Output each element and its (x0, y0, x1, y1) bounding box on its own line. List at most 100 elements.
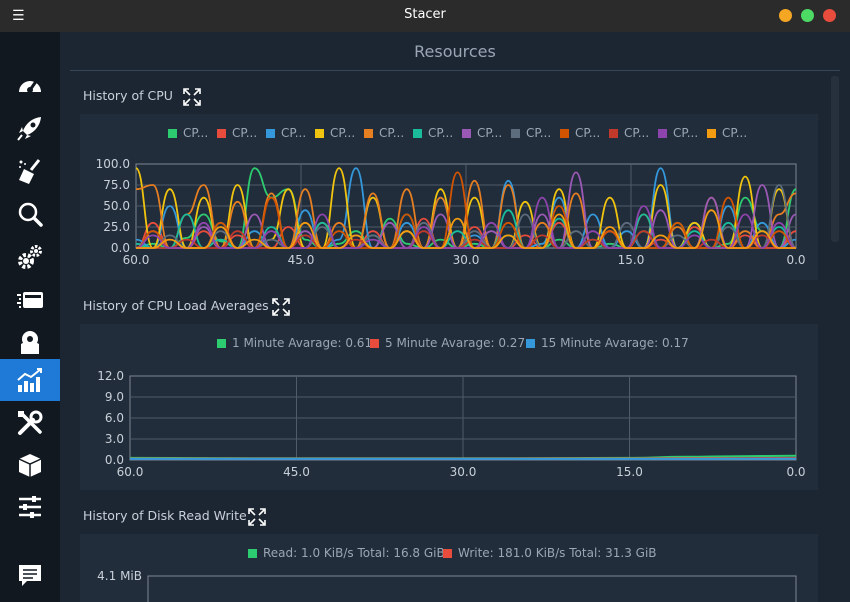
y-tick-label: 50.0 (103, 199, 130, 213)
legend-item[interactable]: CP... (266, 126, 306, 140)
maximize-button[interactable] (801, 9, 814, 22)
legend-label: CP... (183, 126, 209, 140)
legend-label: 15 Minute Avarage: 0.17 (541, 336, 689, 350)
legend-swatch (443, 548, 452, 558)
legend-label: CP... (330, 126, 356, 140)
legend-label: CP... (575, 126, 601, 140)
legend-swatch (609, 128, 618, 138)
chart-icon (17, 368, 42, 392)
legend-label: CP... (673, 126, 699, 140)
legend-item[interactable]: 1 Minute Avarage: 0.61 (217, 336, 372, 350)
close-button[interactable] (823, 9, 836, 22)
x-tick-label: 15.0 (616, 465, 643, 479)
sidebar-item-resources[interactable] (0, 359, 60, 401)
expand-icon[interactable] (272, 298, 290, 316)
legend-item[interactable]: CP... (413, 126, 453, 140)
load-history-label: History of CPU Load Averages (83, 298, 269, 313)
sidebar-item-dashboard[interactable] (0, 64, 60, 106)
legend-item[interactable]: 5 Minute Avarage: 0.27 (370, 336, 525, 350)
title-bar: ☰ Stacer (0, 0, 850, 32)
hamburger-menu-icon[interactable]: ☰ (12, 8, 25, 24)
legend-item[interactable]: Read: 1.0 KiB/s Total: 16.8 GiB (248, 546, 445, 560)
legend-swatch (217, 338, 226, 348)
sidebar-item-startup-apps[interactable] (0, 107, 60, 149)
y-tick-label: 75.0 (103, 178, 130, 192)
legend-swatch (560, 128, 569, 138)
y-tick-label: 4.1 MiB (97, 569, 142, 583)
window-title: Stacer (404, 7, 446, 22)
y-tick-label: 25.0 (103, 220, 130, 234)
legend-swatch (248, 548, 257, 558)
sidebar-item-settings[interactable] (0, 486, 60, 528)
disk-icon (21, 331, 39, 354)
scrollbar-thumb[interactable] (831, 76, 839, 242)
y-tick-label: 9.0 (105, 390, 124, 404)
tools-icon (18, 410, 43, 435)
legend-item[interactable]: 15 Minute Avarage: 0.17 (526, 336, 689, 350)
speedometer-icon (19, 79, 41, 93)
legend-item[interactable]: CP... (315, 126, 355, 140)
minimize-button[interactable] (779, 9, 792, 22)
legend-item[interactable]: Write: 181.0 KiB/s Total: 31.3 GiB (443, 546, 657, 560)
sidebar-item-services[interactable] (0, 236, 60, 278)
processes-icon (17, 292, 43, 308)
legend-swatch (370, 338, 379, 348)
y-tick-label: 100.0 (96, 157, 130, 171)
expand-icon[interactable] (248, 508, 266, 526)
gears-icon (18, 245, 42, 269)
sidebar-item-processes[interactable] (0, 279, 60, 321)
legend-label: CP... (722, 126, 748, 140)
series-line (136, 209, 796, 249)
legend-item[interactable]: CP... (658, 126, 698, 140)
sidebar-item-search[interactable] (0, 193, 60, 235)
cpu-history-chart: CP... CP... CP... CP... CP... CP... CP... CP...… (80, 114, 818, 280)
legend-swatch (526, 338, 535, 348)
legend-item[interactable]: CP... (217, 126, 257, 140)
y-tick-label: 0.0 (105, 453, 124, 467)
broom-icon (19, 159, 41, 184)
legend-label: CP... (477, 126, 503, 140)
sidebar-item-system-cleaner[interactable] (0, 150, 60, 192)
x-tick-label: 30.0 (450, 465, 477, 479)
legend-item[interactable]: CP... (511, 126, 551, 140)
disk-chart-plot: 4.1 MiB (97, 569, 797, 602)
legend-swatch (462, 128, 471, 138)
legend-item[interactable]: CP... (168, 126, 208, 140)
load-history-chart: 1 Minute Avarage: 0.61 5 Minute Avarage: … (80, 324, 818, 490)
box-icon (18, 454, 42, 477)
legend-swatch (658, 128, 667, 138)
legend-item[interactable]: CP... (462, 126, 502, 140)
y-tick-label: 6.0 (105, 411, 124, 425)
legend-label: 1 Minute Avarage: 0.61 (232, 336, 373, 350)
sidebar-item-apt-repository[interactable] (0, 444, 60, 486)
disk-history-label: History of Disk Read Write (83, 508, 247, 523)
expand-icon[interactable] (183, 88, 201, 106)
rocket-icon (17, 117, 41, 141)
legend-swatch (315, 128, 324, 138)
legend-swatch (364, 128, 373, 138)
legend-label: 5 Minute Avarage: 0.27 (385, 336, 526, 350)
title-divider (70, 70, 840, 71)
legend-item[interactable]: CP... (707, 126, 747, 140)
sidebar-item-feedback[interactable] (0, 554, 60, 596)
x-tick-label: 60.0 (123, 253, 150, 267)
x-tick-label: 45.0 (288, 253, 315, 267)
legend-label: CP... (281, 126, 307, 140)
sliders-icon (19, 496, 41, 518)
legend-label: CP... (379, 126, 405, 140)
y-tick-label: 0.0 (111, 241, 130, 255)
legend-swatch (413, 128, 422, 138)
sidebar (0, 32, 60, 602)
chat-icon (19, 565, 41, 586)
sidebar-item-uninstaller[interactable] (0, 322, 60, 364)
plot-frame (147, 575, 797, 602)
x-tick-label: 0.0 (786, 253, 805, 267)
legend-item[interactable]: CP... (560, 126, 600, 140)
sidebar-item-helpers[interactable] (0, 402, 60, 444)
legend-item[interactable]: CP... (609, 126, 649, 140)
load-chart-plot: 12.09.06.03.00.060.0 45.0 30.0 15.0 0.0 (97, 369, 805, 479)
magnifier-icon (18, 202, 43, 227)
legend-swatch (707, 128, 716, 138)
legend-item[interactable]: CP... (364, 126, 404, 140)
legend-label: Write: 181.0 KiB/s Total: 31.3 GiB (458, 546, 657, 560)
